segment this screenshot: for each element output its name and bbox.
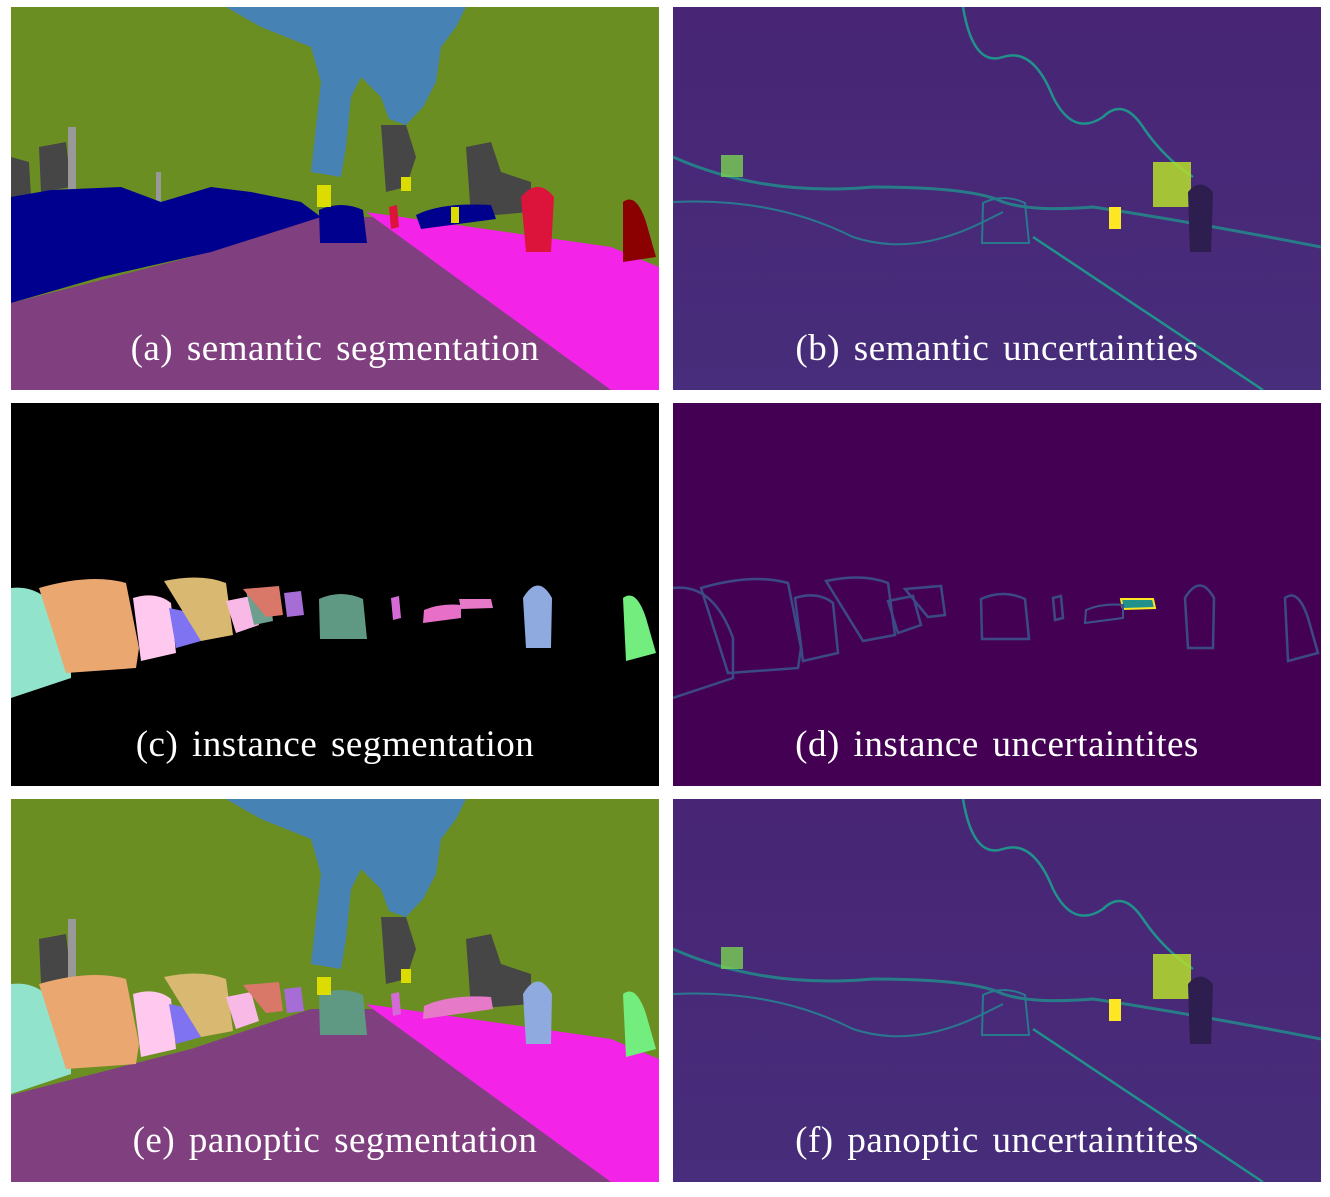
panel-panoptic-uncertainties: (f) panoptic uncertaintites xyxy=(673,799,1321,1182)
panoptic-segmentation-image xyxy=(11,799,659,1182)
caption-e: (e) panoptic segmentation xyxy=(132,1120,538,1161)
caption-c: (c) instance segmentation xyxy=(135,724,535,765)
caption-d: (d) instance uncertaintites xyxy=(795,724,1199,765)
panel-semantic-segmentation: (a) semantic segmentation xyxy=(11,7,659,390)
panel-semantic-uncertainties: (b) semantic uncertainties xyxy=(673,7,1321,390)
panoptic-uncertainties-image xyxy=(673,799,1321,1182)
caption-a: (a) semantic segmentation xyxy=(130,328,540,369)
panel-panoptic-segmentation: (e) panoptic segmentation xyxy=(11,799,659,1182)
instance-segmentation-image xyxy=(11,403,659,786)
panel-instance-segmentation: (c) instance segmentation xyxy=(11,403,659,786)
semantic-uncertainties-image xyxy=(673,7,1321,390)
panel-instance-uncertainties: (d) instance uncertaintites xyxy=(673,403,1321,786)
instance-uncertainties-image xyxy=(673,403,1321,786)
caption-f: (f) panoptic uncertaintites xyxy=(795,1120,1199,1161)
semantic-segmentation-image xyxy=(11,7,659,390)
caption-b: (b) semantic uncertainties xyxy=(795,328,1199,369)
